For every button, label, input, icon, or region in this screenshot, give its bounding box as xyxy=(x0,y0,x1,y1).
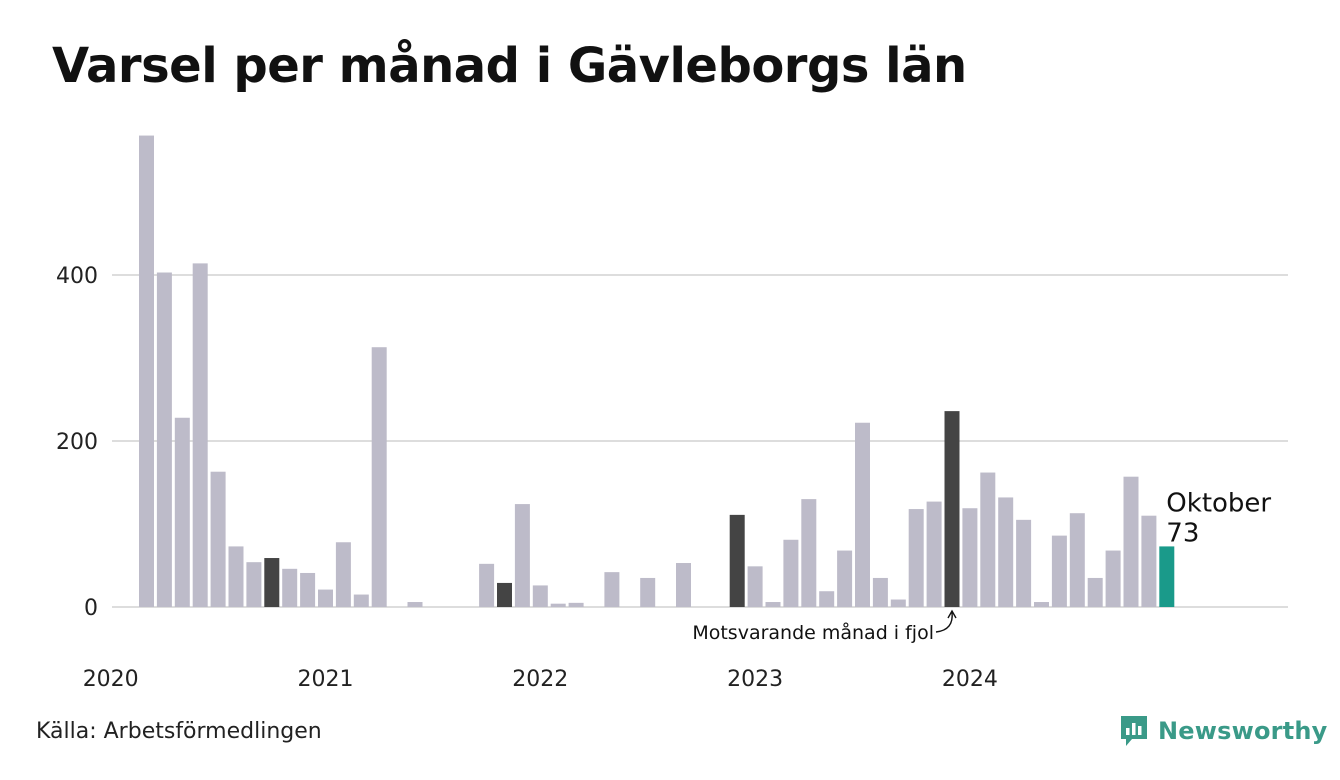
bar xyxy=(1034,602,1049,607)
x-axis-ticks: 2020 2021 2022 2023 2024 xyxy=(83,667,998,692)
x-tick-label: 2022 xyxy=(512,667,568,692)
bar xyxy=(174,417,190,607)
bar xyxy=(855,422,870,607)
bar xyxy=(604,572,620,607)
bar xyxy=(1141,515,1157,607)
bar xyxy=(1123,476,1139,607)
bar xyxy=(1087,577,1103,607)
bar xyxy=(801,499,817,607)
bar xyxy=(568,602,584,607)
annotation-arrow xyxy=(935,611,953,633)
bar xyxy=(640,577,656,607)
y-axis-ticks: 0 200 400 xyxy=(56,264,98,621)
source-note: Källa: Arbetsförmedlingen xyxy=(36,719,322,744)
previous-year-annotation: Motsvarande månad i fjol xyxy=(692,621,934,644)
y-tick-label: 0 xyxy=(84,596,98,621)
bar xyxy=(676,563,691,607)
bar xyxy=(550,603,566,607)
bar xyxy=(962,508,978,607)
bar xyxy=(282,568,298,607)
bar xyxy=(371,347,387,607)
bar xyxy=(819,591,835,607)
bar xyxy=(1051,535,1067,607)
bar xyxy=(532,585,548,607)
x-tick-label: 2023 xyxy=(727,667,783,692)
bar xyxy=(765,602,781,607)
bar xyxy=(228,546,244,607)
bar xyxy=(837,550,853,607)
bar xyxy=(407,602,423,607)
x-tick-label: 2024 xyxy=(942,667,998,692)
bar xyxy=(1016,519,1032,607)
bar xyxy=(246,562,262,607)
bar xyxy=(479,563,495,607)
bar xyxy=(514,504,530,607)
bar xyxy=(1069,513,1085,607)
y-tick-label: 400 xyxy=(56,264,98,289)
latest-month-label: Oktober xyxy=(1166,488,1271,518)
bar xyxy=(908,509,924,607)
bar xyxy=(192,263,208,607)
bar xyxy=(980,472,996,607)
bar xyxy=(998,497,1014,607)
bar xyxy=(497,582,512,607)
bar xyxy=(139,135,154,607)
bar xyxy=(335,542,351,607)
bar xyxy=(783,539,799,607)
bar xyxy=(318,589,333,607)
bar xyxy=(353,594,369,607)
bar xyxy=(156,272,172,607)
bar xyxy=(264,558,280,607)
bar xyxy=(300,572,316,607)
bar xyxy=(729,514,745,607)
annotation-arrowhead xyxy=(947,609,957,619)
bar xyxy=(890,599,906,607)
x-tick-label: 2021 xyxy=(298,667,354,692)
logo-text: Newsworthy xyxy=(1158,717,1328,745)
bar xyxy=(926,501,942,607)
bar xyxy=(872,577,888,607)
x-tick-label: 2020 xyxy=(83,667,139,692)
newsworthy-logo-icon xyxy=(1121,716,1147,746)
y-tick-label: 200 xyxy=(56,430,98,455)
bar xyxy=(944,411,960,607)
bar xyxy=(747,566,763,607)
bar xyxy=(210,471,226,607)
bars xyxy=(139,135,1175,607)
newsworthy-logo[interactable]: Newsworthy xyxy=(1118,713,1328,749)
bar xyxy=(1159,546,1175,607)
bar xyxy=(1105,550,1121,607)
chart-title: Varsel per månad i Gävleborgs län xyxy=(52,38,967,94)
latest-value-label: 73 xyxy=(1166,518,1199,548)
